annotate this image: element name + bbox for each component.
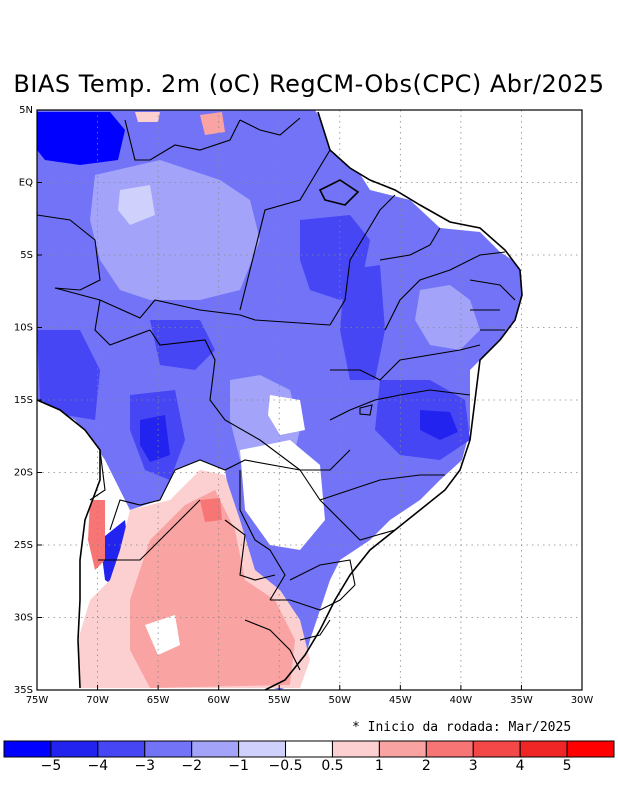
colorbar-label: −1 (228, 758, 249, 774)
colorbar-label: 1 (374, 758, 384, 774)
colorbar-swatch (97, 740, 146, 758)
field-dark-blue-3 (420, 410, 458, 440)
colorbar (3, 740, 615, 758)
colorbar-swatch (378, 740, 427, 758)
colorbar-swatch (238, 740, 287, 758)
colorbar-label: −5 (40, 758, 62, 774)
lat-tick-label: 35S (14, 685, 33, 696)
colorbar-swatch (144, 740, 193, 758)
amazon-delta (318, 179, 360, 206)
lat-tick-label: 25S (14, 540, 33, 551)
lon-tick-label: 40W (450, 695, 473, 706)
field-white-1 (240, 440, 325, 550)
lon-tick-label: 75W (26, 695, 49, 706)
colorbar-label: −3 (134, 758, 156, 774)
colorbar-swatch (3, 740, 52, 758)
colorbar-label: 0.5 (321, 758, 344, 774)
colorbar-label: −2 (181, 758, 203, 774)
lon-tick-label: 60W (207, 695, 230, 706)
run-start-note: * Inicio da rodada: Mar/2025 (352, 720, 572, 735)
lon-tick-label: 30W (571, 695, 594, 706)
field-lightest-blue-1 (118, 185, 155, 225)
lat-tick-label: EQ (19, 178, 33, 189)
field-pink-north-2 (135, 112, 160, 122)
colorbar-swatch (519, 740, 568, 758)
colorbar-swatch (191, 740, 240, 758)
lat-tick-label: 15S (14, 395, 33, 406)
colorbar-swatch (566, 740, 615, 758)
colorbar-label: −4 (87, 758, 109, 774)
colorbar-label: 5 (562, 758, 572, 774)
lon-tick-label: 70W (86, 695, 109, 706)
colorbar-swatch (425, 740, 474, 758)
colorbar-label: −0.5 (268, 758, 303, 774)
lon-tick-label: 50W (328, 695, 351, 706)
colorbar-swatch (331, 740, 380, 758)
colorbar-swatch (285, 740, 333, 758)
field-light-blue-2 (415, 285, 480, 350)
lat-tick-label: 5S (20, 250, 33, 261)
borders (37, 117, 516, 671)
lat-tick-label: 20S (14, 468, 33, 479)
lon-tick-label: 45W (389, 695, 412, 706)
coastline-west (37, 399, 101, 689)
field-strong-blue-2 (340, 265, 385, 380)
colorbar-swatch (50, 740, 99, 758)
coastlines (37, 111, 523, 690)
field-white-3 (145, 615, 180, 655)
lon-tick-label: 55W (268, 695, 291, 706)
map-title: BIAS Temp. 2m (oC) RegCM-Obs(CPC) Abr/20… (13, 70, 605, 98)
lat-tick-label: 5N (19, 105, 33, 116)
field-dark-blue-2 (140, 415, 170, 462)
lat-tick-label: 30S (14, 613, 33, 624)
field-darkest-blue-1 (37, 112, 125, 165)
lon-tick-labels: 75W 70W 65W 60W 55W 50W 45W 40W 35W 30W (26, 685, 594, 706)
lon-tick-label: 65W (147, 695, 170, 706)
coastline-east (264, 111, 523, 690)
lat-tick-labels: 5N EQ 5S 10S 15S 20S 25S 30S 35S (14, 105, 42, 696)
field-red-2 (200, 498, 222, 522)
field-strong-blue-6 (150, 320, 215, 370)
field-pink-north (200, 112, 225, 135)
colorbar-swatch (472, 740, 521, 758)
field-red-1 (88, 500, 105, 570)
colorbar-label: 4 (515, 758, 525, 774)
lat-tick-label: 10S (14, 323, 33, 334)
field-white-2 (268, 395, 305, 435)
field-strong-blue-5 (37, 330, 100, 420)
lon-tick-label: 35W (510, 695, 533, 706)
colorbar-label: 2 (421, 758, 431, 774)
colorbar-label: 3 (468, 758, 478, 774)
